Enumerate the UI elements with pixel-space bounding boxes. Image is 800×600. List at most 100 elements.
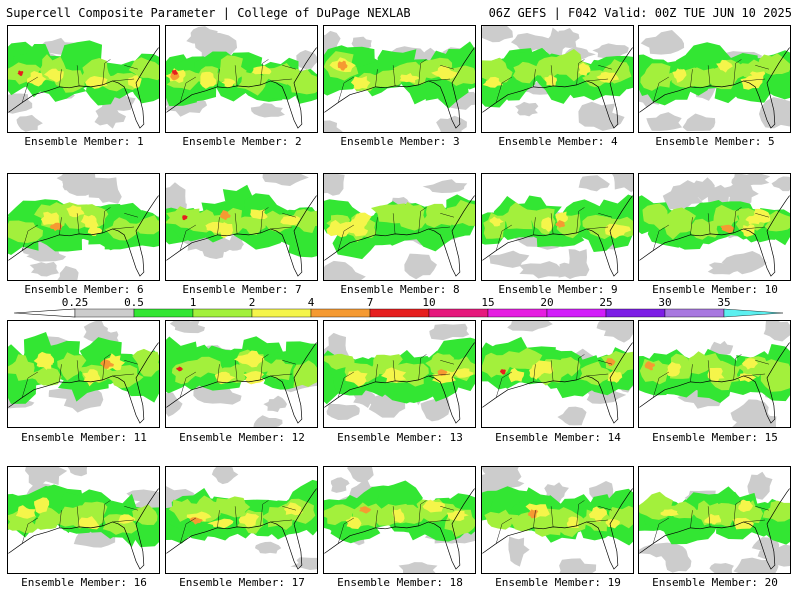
scp-contour-fill: [265, 359, 294, 381]
scp-contour-fill: [499, 369, 506, 375]
scp-contour-fill: [437, 369, 448, 376]
member-number: 13: [443, 431, 463, 444]
scp-contour-fill: [398, 562, 438, 573]
ensemble-member-label: Ensemble Member: 8: [321, 283, 479, 296]
scp-contour-fill: [751, 537, 780, 552]
scp-contour-fill: [118, 514, 136, 524]
ensemble-member-map: [7, 320, 160, 428]
member-number: 5: [761, 135, 775, 148]
ensemble-member-map: [165, 466, 318, 574]
scp-contour-fill: [541, 217, 553, 233]
scp-contour-fill: [358, 506, 372, 514]
member-label-prefix: Ensemble Member:: [24, 135, 131, 148]
scp-contour-fill: [762, 500, 790, 522]
scp-contour-fill: [250, 209, 268, 220]
member-number: 9: [604, 283, 618, 296]
member-number: 3: [446, 135, 460, 148]
coastline: [324, 195, 475, 277]
state-borders: [652, 59, 770, 103]
state-borders: [652, 354, 770, 398]
scp-contour-fill: [422, 499, 445, 513]
legend-tick-label: 35: [717, 296, 730, 309]
scp-map-plot: [639, 30, 790, 132]
state-borders: [21, 59, 139, 103]
scp-map-plot: [639, 174, 790, 277]
state-borders: [337, 500, 455, 544]
coastline: [166, 342, 317, 424]
scp-contour-fill: [605, 223, 632, 239]
state-borders: [337, 59, 455, 103]
coastline: [482, 47, 633, 129]
scp-contour-fill: [80, 214, 99, 228]
ensemble-member-label: Ensemble Member: 13: [321, 431, 479, 444]
legend-tick-label: 20: [540, 296, 553, 309]
legend-color-bin: [133, 308, 194, 318]
coastline: [166, 47, 317, 129]
scp-map-plot: [8, 321, 159, 424]
legend-color-bin: [605, 308, 666, 318]
legend-color-bin: [723, 308, 784, 318]
scp-contour-fill: [420, 396, 450, 422]
ensemble-member-map: [638, 320, 791, 428]
scp-contour-fill: [85, 75, 108, 89]
member-number: 8: [446, 283, 460, 296]
scp-contour-fill: [16, 114, 43, 132]
member-number: 11: [127, 431, 147, 444]
member-label-prefix: Ensemble Member:: [337, 431, 444, 444]
map-title: Supercell Composite Parameter | College …: [6, 6, 411, 20]
scp-contour-fill: [261, 210, 293, 233]
scp-contour-fill: [720, 182, 759, 206]
scp-contour-fill: [568, 249, 590, 278]
member-number: 14: [601, 431, 621, 444]
scp-contour-fill: [280, 215, 301, 226]
member-label-prefix: Ensemble Member:: [179, 431, 286, 444]
scp-contour-fill: [40, 211, 60, 226]
scp-contour-fill: [128, 57, 159, 81]
scp-contour-fill: [168, 498, 200, 522]
member-number: 12: [285, 431, 305, 444]
ensemble-member-map: [638, 173, 791, 281]
scp-contour-fill: [57, 352, 87, 381]
color-scale-legend: 0.25 0.5 1 2 4 7 10 15 20 25 30 35: [13, 296, 784, 318]
state-borders: [21, 354, 139, 398]
scp-contour-fill: [169, 321, 205, 334]
scp-contour-fill: [43, 68, 64, 83]
legend-tick-label: 7: [367, 296, 374, 309]
member-label-prefix: Ensemble Member:: [652, 576, 759, 589]
legend-tick-label: 30: [658, 296, 671, 309]
scp-contour-fill: [176, 366, 184, 372]
scp-contour-fill: [189, 517, 203, 525]
scp-contour-fill: [482, 76, 504, 88]
scp-contour-fill: [166, 182, 186, 209]
coastline: [324, 47, 475, 129]
state-borders: [179, 500, 297, 544]
scp-contour-fill: [592, 43, 629, 59]
scp-contour-fill: [747, 471, 773, 500]
ensemble-member-label: Ensemble Member: 19: [479, 576, 637, 589]
legend-tick-label: 4: [308, 296, 315, 309]
legend-color-bin: [664, 308, 725, 318]
ensemble-member-map: [165, 320, 318, 428]
ensemble-member-label: Ensemble Member: 18: [321, 576, 479, 589]
scp-contour-fill: [600, 350, 633, 377]
ensemble-member-map: [165, 25, 318, 133]
legend-tick-label: 0.25: [62, 296, 89, 309]
scp-contour-fill: [33, 351, 53, 370]
scp-contour-fill: [293, 360, 317, 388]
member-number: 17: [285, 576, 305, 589]
scp-contour-fill: [555, 211, 569, 223]
coastline: [8, 488, 159, 570]
member-label-prefix: Ensemble Member:: [495, 431, 602, 444]
scp-contour-fill: [754, 208, 770, 223]
scp-contour-fill: [527, 509, 539, 519]
ensemble-member-label: Ensemble Member: 6: [5, 283, 163, 296]
scp-contour-fill: [578, 101, 625, 131]
scp-contour-fill: [132, 215, 159, 235]
ensemble-member-label: Ensemble Member: 3: [321, 135, 479, 148]
legend-tick-label: 15: [481, 296, 494, 309]
scp-contour-fill: [612, 174, 633, 193]
coastline: [639, 47, 790, 129]
scp-contour-fill: [326, 403, 360, 421]
scp-contour-fill: [105, 364, 144, 389]
scp-contour-fill: [605, 519, 620, 529]
